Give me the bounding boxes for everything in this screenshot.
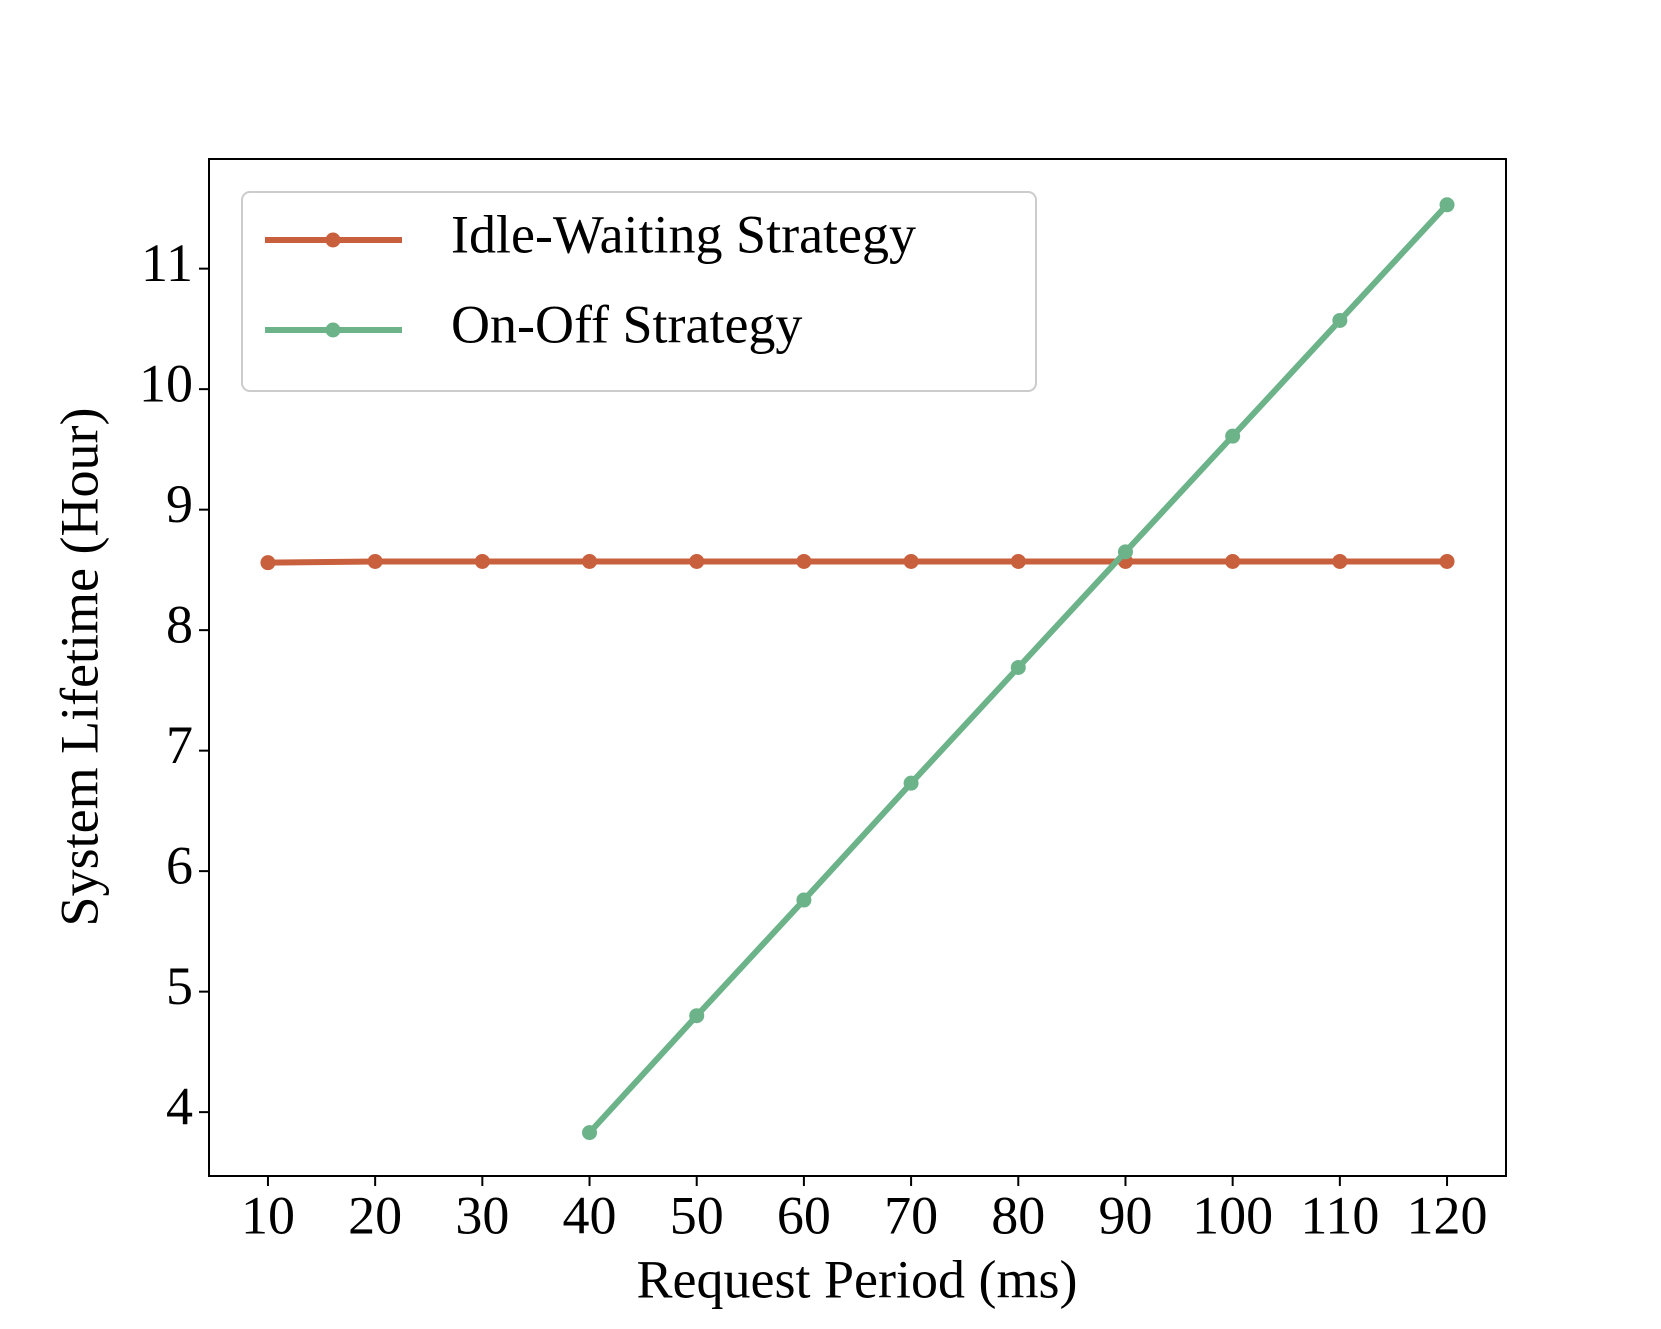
x-tick-label: 40 bbox=[563, 1185, 617, 1245]
data-point bbox=[1225, 553, 1241, 569]
data-point bbox=[582, 553, 598, 569]
y-tick-label: 7 bbox=[166, 715, 193, 775]
data-point bbox=[1332, 312, 1348, 328]
y-axis-label: System Lifetime (Hour) bbox=[49, 408, 109, 927]
data-point bbox=[367, 553, 383, 569]
data-point bbox=[260, 555, 276, 571]
x-tick-label: 10 bbox=[241, 1185, 295, 1245]
x-tick-label: 30 bbox=[455, 1185, 509, 1245]
data-point bbox=[689, 553, 705, 569]
data-point bbox=[689, 1008, 705, 1024]
data-point bbox=[474, 553, 490, 569]
data-point bbox=[796, 892, 812, 908]
data-point bbox=[1010, 553, 1026, 569]
legend-box bbox=[241, 191, 1037, 392]
legend-marker bbox=[325, 322, 341, 338]
x-tick-label: 20 bbox=[348, 1185, 402, 1245]
y-tick-label: 5 bbox=[166, 956, 193, 1016]
data-point bbox=[1117, 544, 1133, 560]
series-line bbox=[267, 558, 1448, 566]
y-tick-label: 8 bbox=[166, 595, 193, 655]
legend-label: On-Off Strategy bbox=[451, 294, 802, 354]
data-point bbox=[1225, 428, 1241, 444]
data-point bbox=[903, 553, 919, 569]
x-tick-label: 90 bbox=[1098, 1185, 1152, 1245]
data-point bbox=[903, 775, 919, 791]
x-tick-label: 80 bbox=[991, 1185, 1045, 1245]
x-tick-label: 110 bbox=[1300, 1185, 1379, 1245]
x-tick-label: 100 bbox=[1192, 1185, 1273, 1245]
y-tick-label: 9 bbox=[166, 474, 193, 534]
x-tick-label: 50 bbox=[670, 1185, 724, 1245]
data-point bbox=[1010, 660, 1026, 675]
x-tick-label: 70 bbox=[884, 1185, 938, 1245]
legend-marker bbox=[325, 232, 341, 248]
x-tick-label: 60 bbox=[777, 1185, 831, 1245]
x-tick-label: 120 bbox=[1407, 1185, 1488, 1245]
x-axis-label: Request Period (ms) bbox=[637, 1249, 1078, 1309]
data-point bbox=[1439, 553, 1455, 569]
data-point bbox=[1332, 553, 1348, 569]
y-tick-label: 6 bbox=[166, 836, 193, 896]
data-point bbox=[582, 1125, 598, 1141]
data-point bbox=[1439, 197, 1455, 213]
data-point bbox=[796, 553, 812, 569]
y-tick-label: 4 bbox=[166, 1077, 193, 1137]
legend-label: Idle-Waiting Strategy bbox=[451, 204, 916, 264]
y-tick-label: 10 bbox=[139, 354, 193, 414]
y-tick-label: 11 bbox=[141, 233, 193, 293]
plot-frame bbox=[208, 158, 1507, 1177]
